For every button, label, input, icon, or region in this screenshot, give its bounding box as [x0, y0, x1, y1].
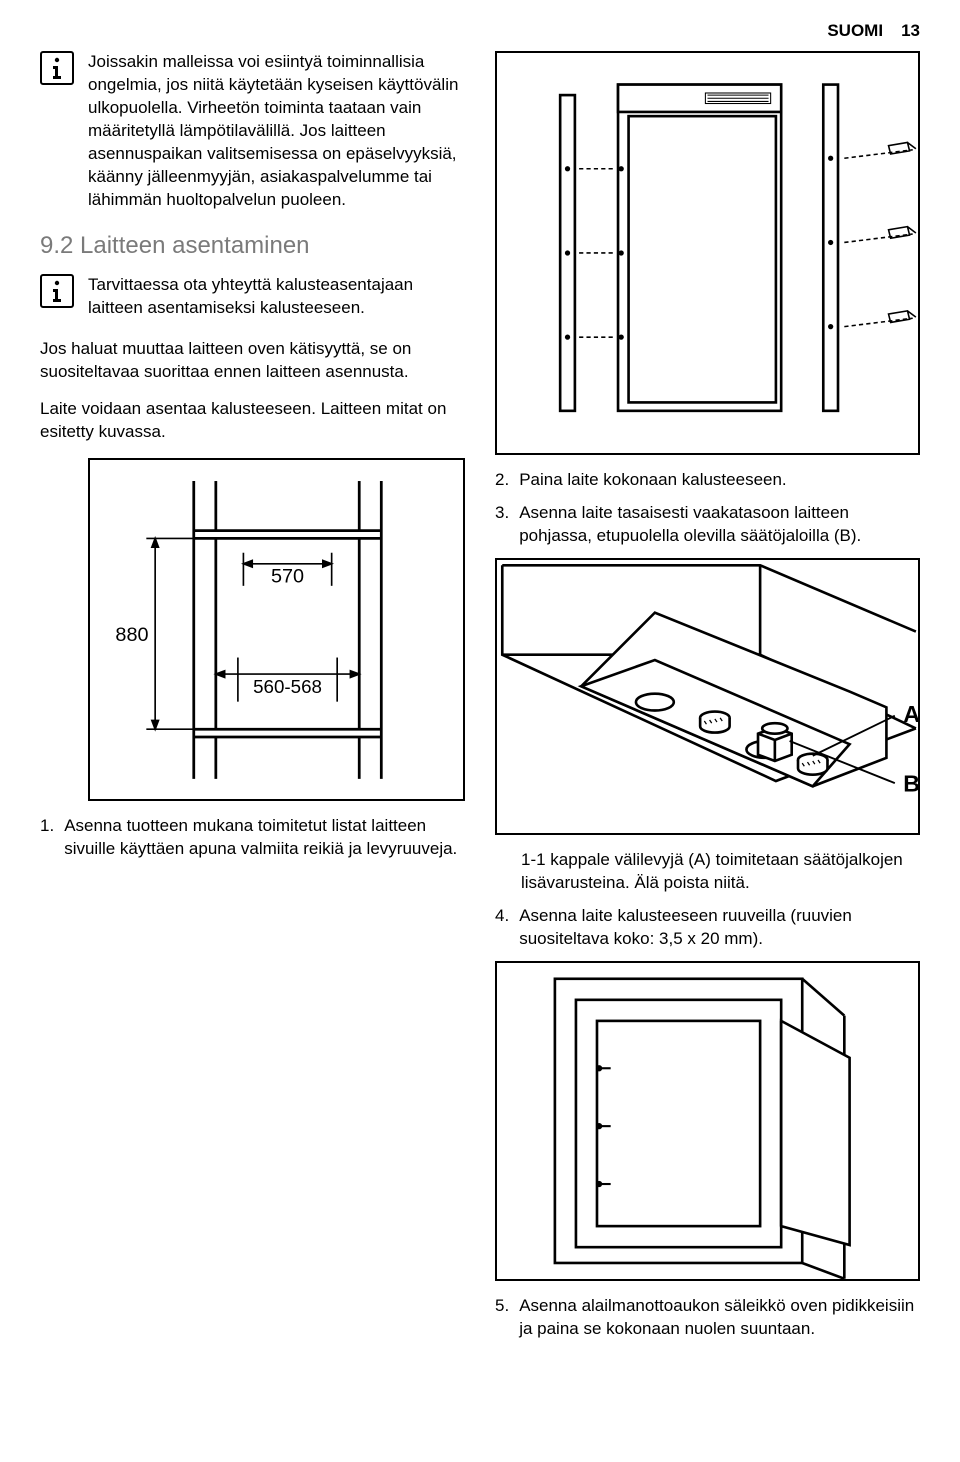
right-column: 2. Paina laite kokonaan kalusteeseen. 3.… — [495, 51, 920, 1351]
step-1-number: 1. — [40, 815, 54, 861]
header-lang: SUOMI — [827, 21, 883, 40]
step-2-text: Paina laite kokonaan kalusteeseen. — [519, 469, 920, 492]
page-header: SUOMI 13 — [40, 20, 920, 43]
figure-adjustable-feet: A B — [495, 558, 920, 836]
step-4-text: Asenna laite kalusteeseen ruuveilla (ruu… — [519, 905, 920, 951]
info-block-installer: Tarvittaessa ota yhteyttä kalusteasentaj… — [40, 274, 465, 320]
step-5: 5. Asenna alailmanottoaukon säleikkö ove… — [495, 1295, 920, 1341]
info-icon — [40, 274, 74, 308]
step-3-text: Asenna laite tasaisesti vaakatasoon lait… — [519, 502, 920, 548]
step-5-text: Asenna alailmanottoaukon säleikkö oven p… — [519, 1295, 920, 1341]
figure-cabinet-dimensions: 570 880 560-568 — [88, 458, 465, 802]
left-column: Joissakin malleissa voi esiintyä toiminn… — [40, 51, 465, 1351]
section-heading-9-2: 9.2 Laitteen asentaminen — [40, 230, 465, 262]
door-reversal-note: Jos haluat muuttaa laitteen oven kätisyy… — [40, 338, 465, 384]
step-4: 4. Asenna laite kalusteeseen ruuveilla (… — [495, 905, 920, 951]
spacer-note: 1-1 kappale välilevyjä (A) toimitetaan s… — [521, 849, 920, 895]
step-3: 3. Asenna laite tasaisesti vaakatasoon l… — [495, 502, 920, 548]
label-A: A — [903, 701, 918, 727]
figure-cabinet-install — [495, 961, 920, 1281]
step-3-number: 3. — [495, 502, 509, 548]
info-block-intro: Joissakin malleissa voi esiintyä toiminn… — [40, 51, 465, 212]
dim-880: 880 — [115, 624, 148, 646]
step-2-number: 2. — [495, 469, 509, 492]
step-1-text: Asenna tuotteen mukana toimitetut listat… — [64, 815, 465, 861]
intro-paragraph: Joissakin malleissa voi esiintyä toiminn… — [88, 51, 465, 212]
dim-570: 570 — [271, 565, 304, 587]
step-1: 1. Asenna tuotteen mukana toimitetut lis… — [40, 815, 465, 861]
label-B: B — [903, 770, 918, 796]
header-page-number: 13 — [901, 21, 920, 40]
installer-note: Tarvittaessa ota yhteyttä kalusteasentaj… — [88, 274, 465, 320]
dimensions-note: Laite voidaan asentaa kalusteeseen. Lait… — [40, 398, 465, 444]
step-5-number: 5. — [495, 1295, 509, 1341]
step-2: 2. Paina laite kokonaan kalusteeseen. — [495, 469, 920, 492]
figure-side-strips — [495, 51, 920, 455]
info-icon — [40, 51, 74, 85]
dim-560-568: 560-568 — [253, 675, 322, 696]
step-4-number: 4. — [495, 905, 509, 951]
